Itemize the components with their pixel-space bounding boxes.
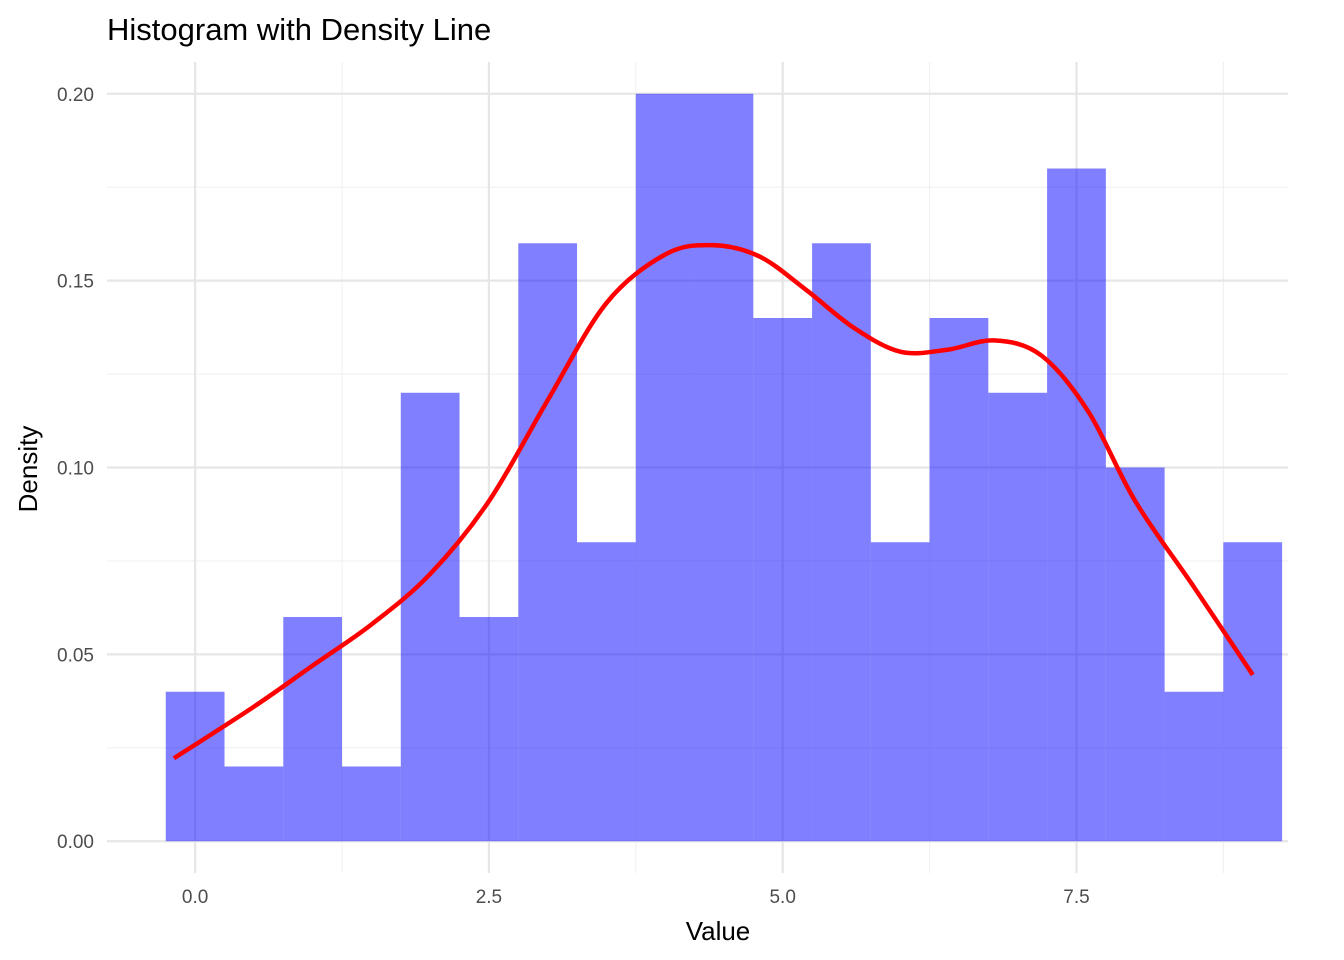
y-tick-label-4: 0.20	[57, 85, 94, 106]
histogram-bar-18	[1223, 542, 1283, 842]
histogram-bar-9	[694, 93, 754, 842]
y-tick-label-2: 0.10	[57, 459, 94, 480]
chart-title: Histogram with Density Line	[107, 12, 491, 47]
histogram-bar-10	[753, 318, 813, 842]
histogram-bar-5	[459, 616, 519, 842]
histogram-bars	[165, 93, 1283, 842]
y-tick-label-3: 0.15	[57, 272, 94, 293]
y-tick-label-0: 0.00	[57, 832, 94, 853]
histogram-bar-3	[342, 766, 401, 842]
y-tick-labels: 0.00 0.05 0.10 0.15 0.20	[57, 85, 94, 853]
histogram-bar-8	[635, 93, 695, 842]
x-tick-labels: 0.0 2.5 5.0 7.5	[182, 887, 1090, 908]
x-tick-label-1: 2.5	[476, 887, 502, 908]
histogram-bar-16	[1105, 467, 1165, 842]
x-axis-title: Value	[686, 916, 751, 946]
x-tick-label-0: 0.0	[182, 887, 208, 908]
histogram-bar-7	[577, 542, 636, 842]
histogram-bar-17	[1164, 691, 1224, 842]
histogram-bar-13	[929, 318, 989, 842]
x-tick-label-3: 7.5	[1063, 887, 1089, 908]
y-axis-title: Density	[13, 426, 43, 513]
histogram-bar-1	[224, 766, 284, 842]
histogram-bar-6	[518, 243, 578, 842]
histogram-bar-0	[165, 691, 225, 842]
density-line	[172, 242, 1255, 761]
histogram-bar-12	[870, 542, 930, 842]
histogram-bar-11	[812, 243, 871, 842]
histogram-bar-14	[988, 392, 1048, 842]
y-tick-label-1: 0.05	[57, 645, 94, 666]
histogram-bar-4	[400, 392, 460, 842]
histogram-bar-15	[1047, 168, 1106, 842]
x-tick-label-2: 5.0	[769, 887, 795, 908]
